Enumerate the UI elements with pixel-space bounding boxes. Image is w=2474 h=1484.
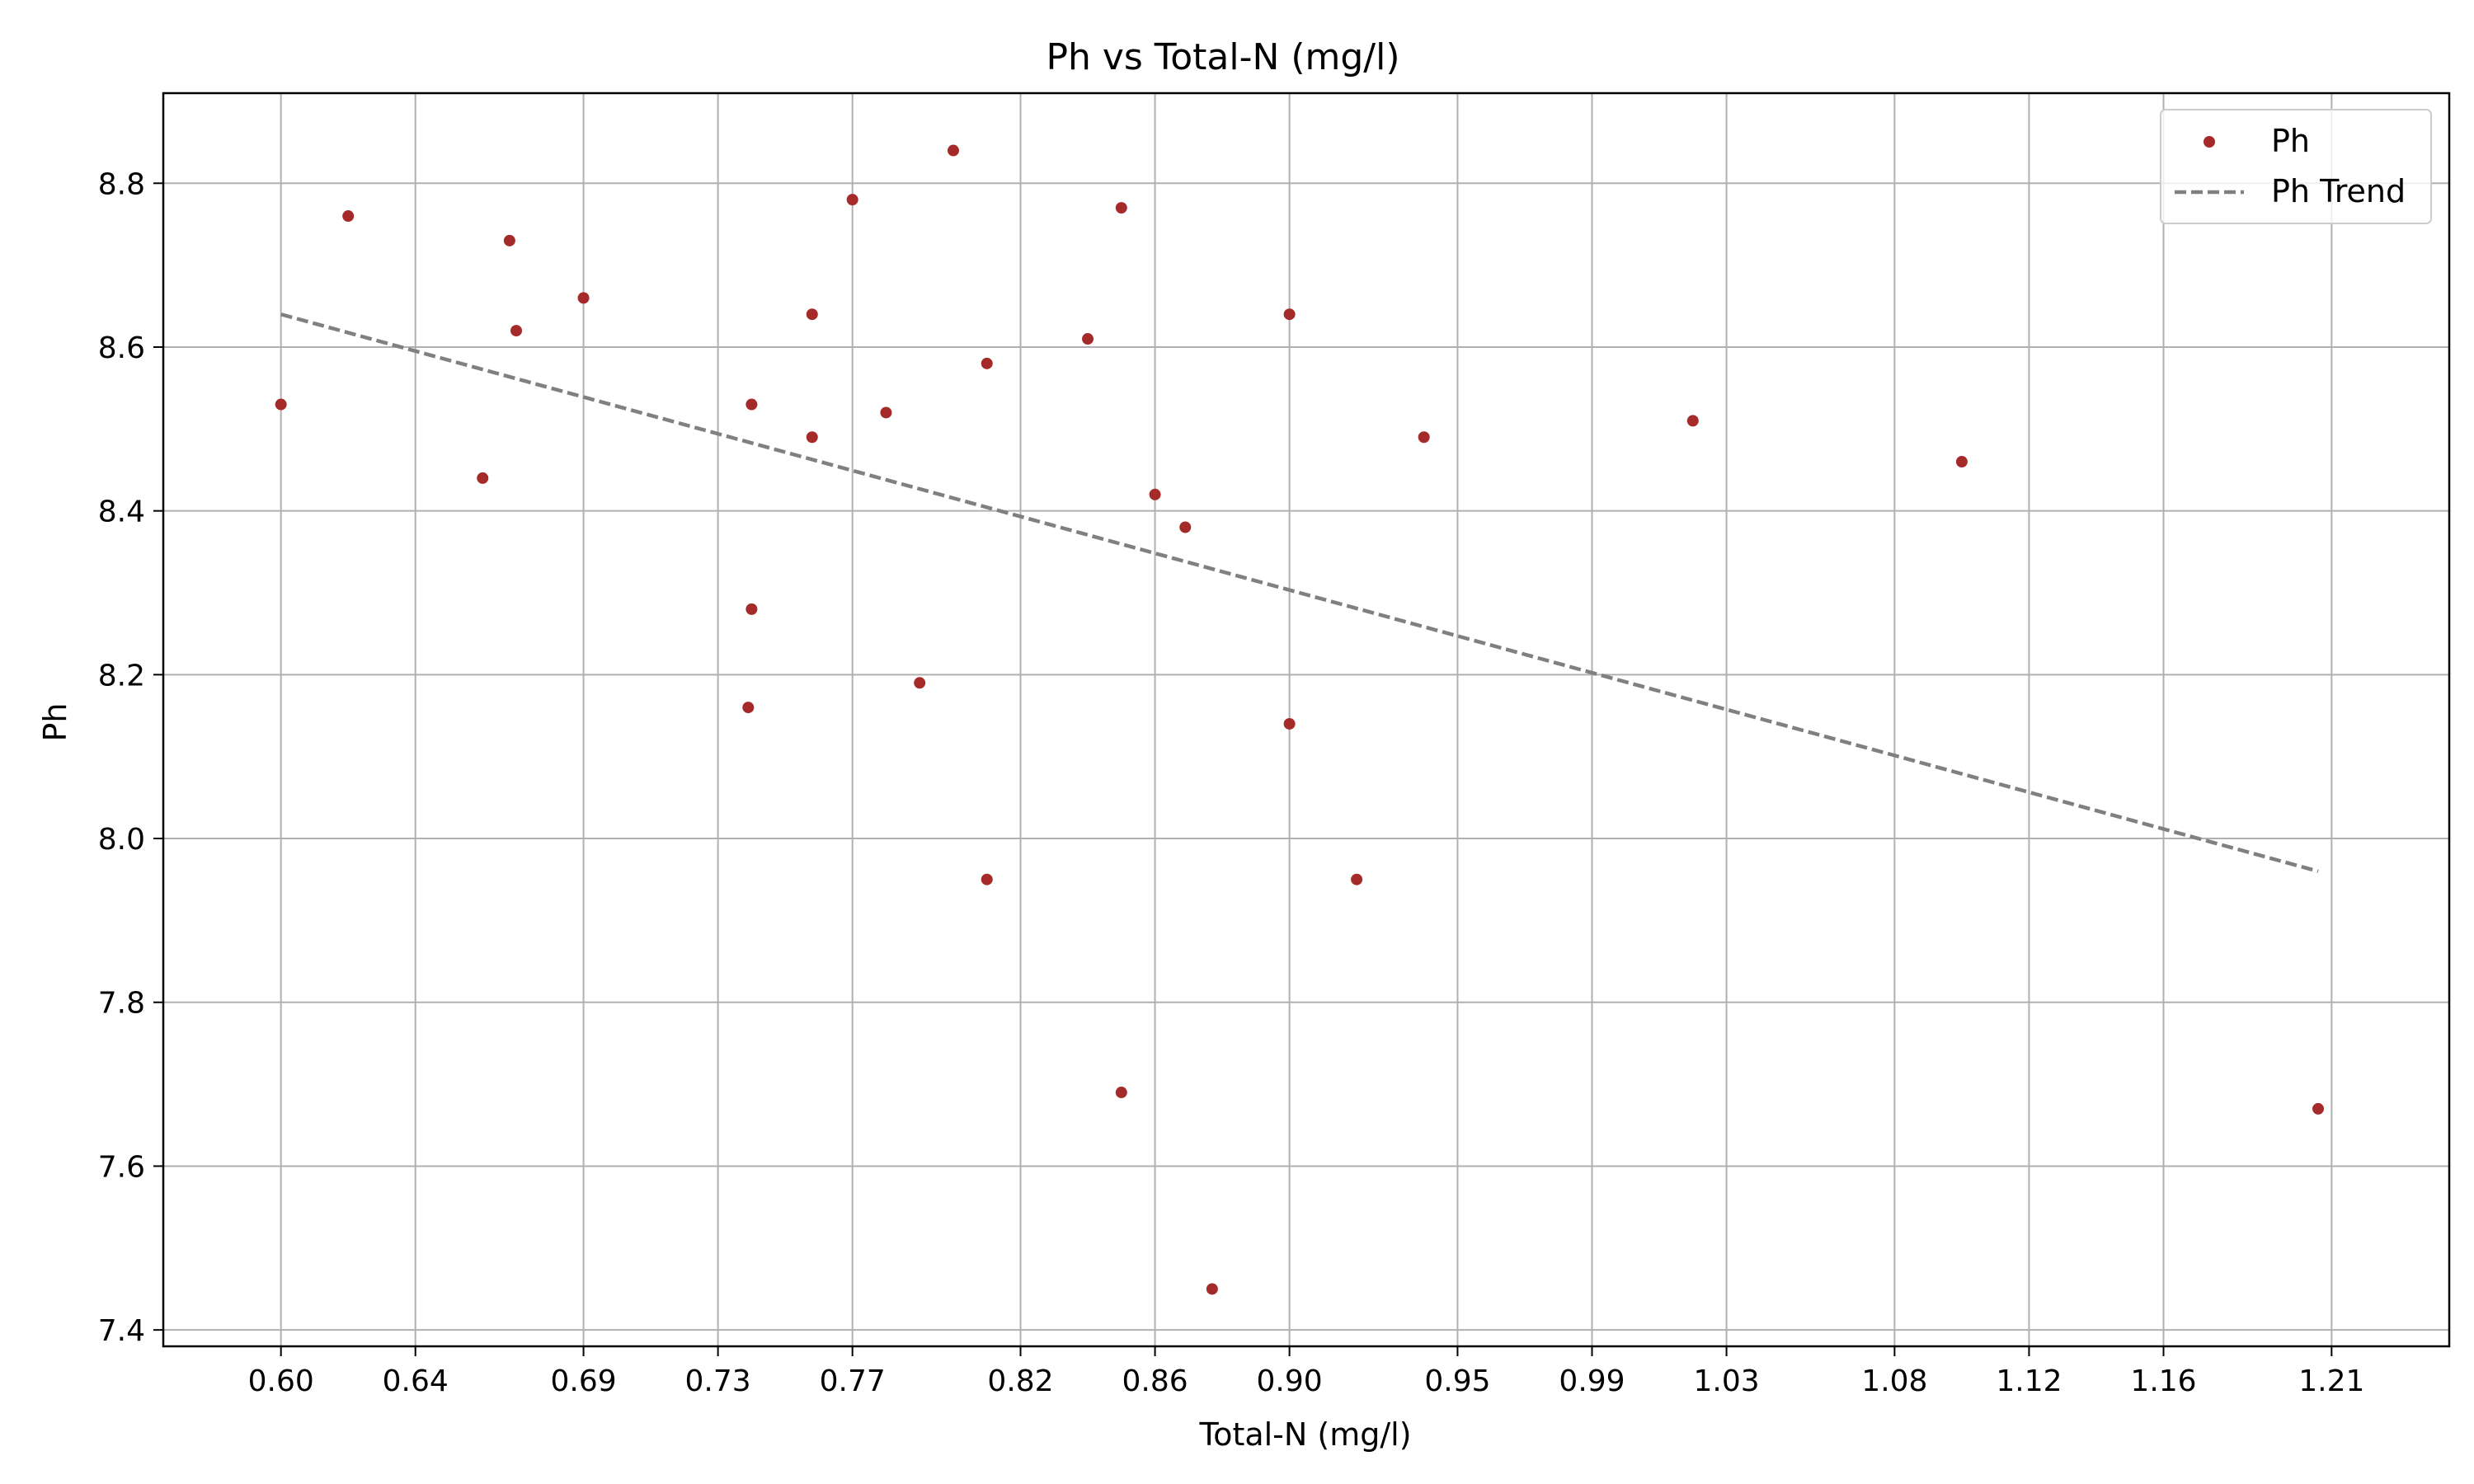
y-tick-label: 7.8 bbox=[98, 987, 145, 1021]
data-point bbox=[1955, 456, 1968, 468]
x-tick-label: 0.82 bbox=[987, 1364, 1053, 1398]
x-tick-label: 0.99 bbox=[1559, 1364, 1625, 1398]
x-tick-label: 1.03 bbox=[1693, 1364, 1759, 1398]
legend: Ph Ph Trend bbox=[2160, 109, 2432, 224]
data-point bbox=[1179, 521, 1192, 533]
y-tick-label: 8.8 bbox=[98, 167, 145, 201]
legend-marker-ph bbox=[2204, 136, 2215, 148]
data-point bbox=[1686, 415, 1699, 427]
y-tick-label: 8.0 bbox=[98, 823, 145, 857]
data-point bbox=[1418, 431, 1430, 444]
data-point bbox=[342, 210, 355, 223]
x-tick-label: 0.86 bbox=[1122, 1364, 1188, 1398]
data-point bbox=[742, 702, 755, 714]
y-axis-ticks: 7.4 7.6 7.8 8.0 8.2 8.4 8.6 8.8 bbox=[98, 167, 163, 1348]
plot-area-frame bbox=[162, 92, 2451, 1348]
data-point bbox=[981, 357, 993, 369]
data-point bbox=[947, 144, 959, 157]
data-point bbox=[577, 292, 590, 304]
x-axis-ticks: 0.60 0.64 0.69 0.73 0.77 0.82 0.86 0.90 0.95 0.99… bbox=[248, 1346, 2364, 1398]
x-tick-label: 0.90 bbox=[1257, 1364, 1323, 1398]
legend-label-ph: Ph bbox=[2271, 123, 2310, 159]
data-point bbox=[1149, 488, 1161, 500]
data-point bbox=[981, 873, 993, 885]
trend-line bbox=[280, 312, 2319, 873]
y-axis-label: Ph bbox=[37, 703, 73, 742]
x-axis-label: Total-N (mg/l) bbox=[1198, 1416, 1411, 1453]
x-tick-label: 0.95 bbox=[1424, 1364, 1490, 1398]
x-tick-label: 0.73 bbox=[685, 1364, 751, 1398]
x-tick-label: 0.69 bbox=[550, 1364, 616, 1398]
x-tick-label: 0.60 bbox=[248, 1364, 314, 1398]
data-point bbox=[846, 194, 858, 206]
y-tick-label: 8.6 bbox=[98, 331, 145, 365]
data-point bbox=[914, 677, 926, 689]
data-point bbox=[1115, 1087, 1127, 1099]
data-point bbox=[1283, 308, 1296, 321]
data-point bbox=[880, 406, 892, 419]
grid-lines bbox=[163, 93, 2449, 1346]
x-tick-label: 0.64 bbox=[383, 1364, 449, 1398]
data-point bbox=[1351, 873, 1363, 885]
data-point bbox=[503, 234, 515, 247]
data-point bbox=[1283, 717, 1296, 730]
data-point bbox=[510, 325, 523, 337]
x-tick-label: 1.12 bbox=[1996, 1364, 2062, 1398]
trend-layer bbox=[280, 312, 2319, 873]
x-tick-label: 1.21 bbox=[2298, 1364, 2364, 1398]
chart-title: Ph vs Total-N (mg/l) bbox=[1046, 36, 1399, 78]
data-point bbox=[477, 472, 489, 484]
data-point bbox=[2312, 1102, 2325, 1115]
data-point bbox=[1115, 202, 1127, 214]
data-point bbox=[745, 603, 758, 615]
legend-label-trend: Ph Trend bbox=[2271, 173, 2406, 209]
data-point bbox=[1206, 1283, 1218, 1295]
x-tick-label: 0.77 bbox=[820, 1364, 886, 1398]
data-point bbox=[1082, 333, 1094, 345]
points-layer bbox=[275, 144, 2325, 1295]
y-tick-label: 8.4 bbox=[98, 495, 145, 529]
legend-box bbox=[2160, 109, 2432, 224]
data-point bbox=[745, 398, 758, 411]
data-point bbox=[806, 308, 818, 321]
data-point bbox=[806, 431, 818, 444]
y-tick-label: 8.2 bbox=[98, 659, 145, 693]
y-tick-label: 7.6 bbox=[98, 1150, 145, 1184]
y-tick-label: 7.4 bbox=[98, 1314, 145, 1348]
x-tick-label: 1.08 bbox=[1861, 1364, 1927, 1398]
x-tick-label: 1.16 bbox=[2130, 1364, 2196, 1398]
data-point bbox=[275, 398, 287, 411]
